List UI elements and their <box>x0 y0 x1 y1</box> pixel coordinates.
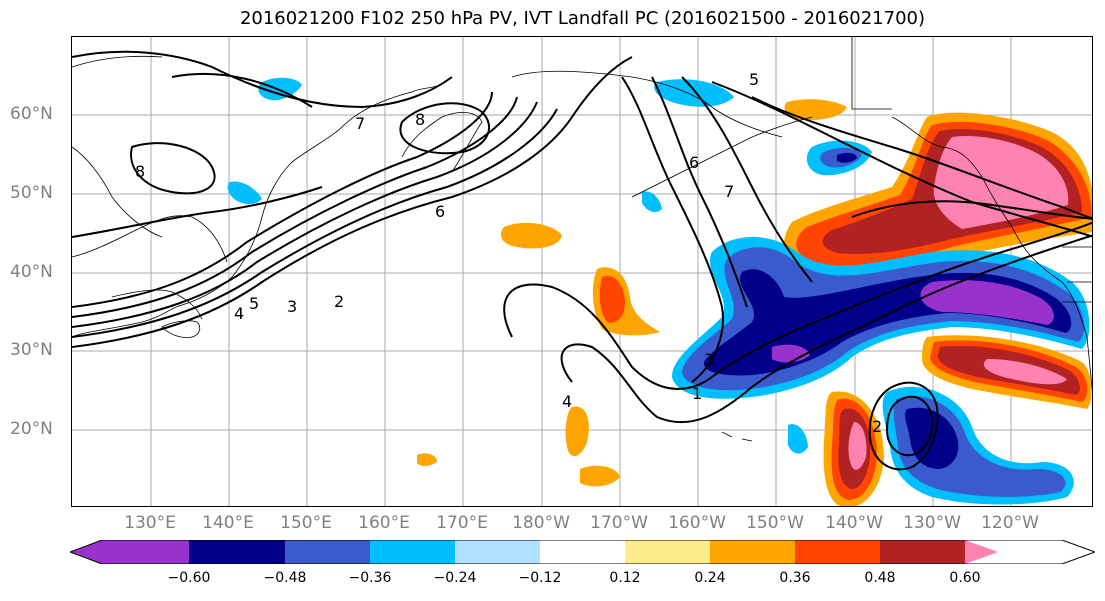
contour-label: 2 <box>334 292 344 311</box>
lon-label: 150°W <box>746 513 804 533</box>
contour-label: 4 <box>562 392 572 411</box>
contour-label: 5 <box>249 294 259 313</box>
lon-label: 130°W <box>903 513 961 533</box>
map-svg: 5 8 7 8 6 6 7 4 5 3 2 4 3 2 1 <box>72 37 1092 506</box>
map-title: 2016021200 F102 250 hPa PV, IVT Landfall… <box>239 8 926 29</box>
lat-label: 60°N <box>10 104 53 124</box>
lon-label: 160°E <box>358 513 410 533</box>
colorbar-extend-max <box>965 540 998 564</box>
contour-label: 5 <box>749 70 759 89</box>
lat-label: 40°N <box>10 262 53 282</box>
contour-label: 6 <box>689 153 699 172</box>
contour-label: 8 <box>135 162 145 181</box>
lon-label: 130°E <box>124 513 176 533</box>
lon-label: 140°E <box>202 513 254 533</box>
colorbar-tick: −0.48 <box>263 570 307 586</box>
contour-label: 1 <box>692 384 702 403</box>
colorbar-cell <box>795 540 880 564</box>
colorbar-tick: 0.24 <box>694 570 726 586</box>
pv-contours <box>72 50 1092 471</box>
contour-label: 8 <box>415 110 425 129</box>
lon-label: 120°W <box>981 513 1039 533</box>
colorbar-cell <box>370 540 455 564</box>
colorbar-cell <box>880 540 965 564</box>
colorbar-tick: 0.36 <box>779 570 811 586</box>
contour-label: 4 <box>234 304 244 323</box>
lon-label: 160°W <box>668 513 726 533</box>
colorbar-tick: 0.60 <box>949 570 981 586</box>
contour-label: 3 <box>287 297 297 316</box>
colorbar-cell <box>625 540 710 564</box>
colorbar-cell <box>455 540 540 564</box>
colorbar-tick: −0.36 <box>348 570 392 586</box>
colorbar <box>70 540 1095 564</box>
colorbar-tick: −0.60 <box>167 570 211 586</box>
lat-label: 30°N <box>10 340 53 360</box>
colorbar-cell <box>285 540 370 564</box>
colorbar-cell <box>189 540 285 564</box>
colorbar-cell <box>102 540 189 564</box>
contour-label: 3 <box>704 350 714 369</box>
lon-label: 170°E <box>436 513 488 533</box>
contour-label: 7 <box>724 182 734 201</box>
lon-label: 180°W <box>512 513 570 533</box>
colorbar-tick: 0.48 <box>864 570 896 586</box>
map-panel: 5 8 7 8 6 6 7 4 5 3 2 4 3 2 1 <box>71 36 1093 507</box>
shaded-anomalies <box>227 77 1092 506</box>
colorbar-extend-min <box>70 540 102 564</box>
contour-label: 2 <box>872 417 882 436</box>
lat-label: 20°N <box>10 419 53 439</box>
contour-label: 6 <box>435 202 445 221</box>
colorbar-tick: −0.12 <box>518 570 562 586</box>
colorbar-cell <box>710 540 795 564</box>
lon-label: 170°W <box>590 513 648 533</box>
colorbar-cell <box>540 540 625 564</box>
contour-labels: 5 8 7 8 6 6 7 4 5 3 2 4 3 2 1 <box>135 70 882 436</box>
contour-label: 7 <box>355 114 365 133</box>
lat-label: 50°N <box>10 183 53 203</box>
lon-label: 150°E <box>280 513 332 533</box>
colorbar-tick: −0.24 <box>433 570 477 586</box>
colorbar-tick: 0.12 <box>609 570 641 586</box>
lon-label: 140°W <box>825 513 883 533</box>
